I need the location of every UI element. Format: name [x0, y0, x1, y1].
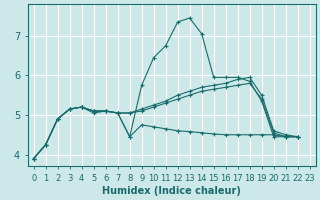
X-axis label: Humidex (Indice chaleur): Humidex (Indice chaleur) — [102, 186, 241, 196]
